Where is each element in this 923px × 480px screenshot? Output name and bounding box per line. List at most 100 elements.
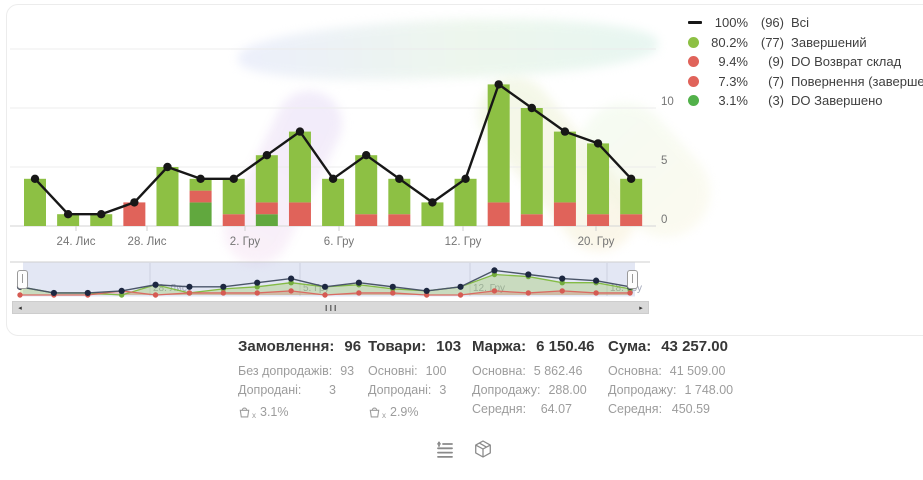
list-view-button[interactable]: [432, 436, 458, 462]
line-point[interactable]: [362, 151, 371, 160]
navigator-dot: [389, 283, 396, 290]
bar-segment[interactable]: [620, 214, 643, 226]
stat-value: 103: [436, 338, 462, 355]
legend-pct: 9.4%: [718, 54, 748, 70]
line-point[interactable]: [30, 174, 40, 183]
legend-pct: 80.2%: [711, 34, 748, 50]
stat-title: Маржа:: [472, 338, 527, 355]
bar-segment[interactable]: [90, 214, 113, 226]
bar-segment[interactable]: [24, 178, 46, 226]
products-view-button[interactable]: [470, 436, 496, 462]
bar-segment[interactable]: [388, 214, 411, 226]
bar-segment[interactable]: [620, 178, 643, 215]
bar-segment[interactable]: [454, 178, 477, 226]
navigator-dot: [322, 292, 328, 298]
bar-segment[interactable]: [587, 214, 610, 226]
upsell-pct: 2.9%: [390, 405, 419, 419]
bar-segment[interactable]: [322, 178, 345, 226]
navigator-dot: [288, 288, 294, 294]
stat-value: 96: [344, 338, 362, 355]
stat-row-upsell-share: x 3.1%: [238, 400, 336, 425]
bar-segment[interactable]: [388, 178, 411, 215]
line-point[interactable]: [196, 174, 205, 183]
line-point[interactable]: [163, 162, 172, 172]
legend-item-return-completed[interactable]: 7.3% (7) Повернення (завершений): [688, 72, 923, 92]
line-point[interactable]: [97, 210, 106, 219]
bar-segment[interactable]: [57, 214, 80, 226]
bar-segment[interactable]: [553, 202, 576, 226]
line-point[interactable]: [593, 139, 603, 148]
navigator-dot: [355, 279, 362, 286]
bar-segment[interactable]: [520, 108, 543, 215]
bar-segment[interactable]: [255, 214, 278, 226]
navigator-dot: [152, 281, 159, 288]
bar-segment[interactable]: [355, 214, 378, 226]
bar-segment[interactable]: [189, 178, 212, 191]
line-point[interactable]: [626, 174, 636, 183]
bar-segment[interactable]: [255, 202, 278, 215]
line-point[interactable]: [63, 210, 73, 219]
legend-item-do-completed[interactable]: 3.1% (3) DO Завершено: [688, 91, 923, 111]
legend-label: DO Завершено: [791, 93, 883, 109]
stat-row: Допродажу: 288.00: [472, 383, 587, 397]
bar-segment[interactable]: [487, 202, 510, 226]
stat-title: Сума:: [608, 338, 652, 355]
navigator-date-label: 5. Гру: [303, 283, 329, 294]
navigator-dot: [593, 277, 600, 284]
navigator-dot: [220, 290, 227, 296]
bar-segment[interactable]: [553, 131, 576, 203]
bar-segment[interactable]: [355, 155, 378, 215]
legend-line-marker: [688, 21, 704, 25]
scroll-left-arrow-icon[interactable]: ◂: [13, 302, 27, 313]
line-point[interactable]: [328, 174, 338, 183]
y-tick-label: 10: [661, 96, 674, 108]
legend-item-completed[interactable]: 80.2% (77) Завершений: [688, 33, 923, 53]
horizontal-scrollbar[interactable]: ◂ ▸: [12, 301, 649, 314]
bar-segment[interactable]: [255, 155, 278, 203]
line-point[interactable]: [295, 127, 305, 136]
line-point[interactable]: [461, 174, 470, 183]
legend-item-all[interactable]: 100% (96) Всі: [688, 13, 923, 33]
line-point[interactable]: [428, 198, 437, 207]
stat-row: Допродажу: 1 748.00: [608, 383, 734, 397]
bar-segment[interactable]: [222, 178, 245, 215]
line-point[interactable]: [262, 151, 272, 160]
bar-segment[interactable]: [222, 214, 245, 226]
bars[interactable]: [24, 84, 643, 226]
scroll-right-arrow-icon[interactable]: ▸: [634, 302, 648, 313]
stat-row: Допродані: 3: [238, 383, 336, 397]
bar-segment[interactable]: [288, 131, 311, 203]
bar-segment[interactable]: [156, 167, 179, 226]
navigator-dot: [457, 283, 464, 290]
bar-segment[interactable]: [520, 214, 543, 226]
line-point[interactable]: [395, 174, 404, 183]
navigator-dot: [118, 287, 125, 294]
bar-segment[interactable]: [487, 84, 510, 203]
scrollbar-grip[interactable]: [325, 304, 336, 311]
navigator-dot: [186, 283, 193, 290]
navigator-area: [20, 274, 630, 295]
legend-pct: 3.1%: [718, 93, 748, 109]
bar-segment[interactable]: [288, 202, 311, 226]
line-point[interactable]: [130, 198, 139, 207]
legend-dot-marker: [688, 95, 704, 107]
bar-segment[interactable]: [421, 202, 444, 226]
legend-item-return-warehouse[interactable]: 9.4% (9) DO Возврат склад: [688, 52, 923, 72]
line-point[interactable]: [494, 80, 503, 89]
navigator-right-handle[interactable]: [627, 270, 638, 289]
line-point[interactable]: [560, 127, 570, 136]
x-tick-label: 2. Гру: [230, 236, 261, 248]
navigator-dot: [457, 292, 464, 298]
bar-segment[interactable]: [123, 202, 146, 226]
list-icon: [437, 441, 453, 458]
main-chart[interactable]: 24. Лис 28. Лис 2. Гру 6. Гру 12. Гру 20. Гру…: [10, 8, 700, 260]
bar-segment[interactable]: [587, 143, 610, 215]
bar-segment[interactable]: [189, 190, 212, 203]
line-point[interactable]: [229, 174, 238, 183]
line-point[interactable]: [527, 103, 536, 113]
navigator-left-handle[interactable]: [17, 270, 28, 289]
chart-legend: 100% (96) Всі 80.2% (77) Завершений 9.4%…: [688, 13, 923, 111]
bar-segment[interactable]: [189, 202, 212, 226]
legend-count: (9): [768, 54, 784, 70]
